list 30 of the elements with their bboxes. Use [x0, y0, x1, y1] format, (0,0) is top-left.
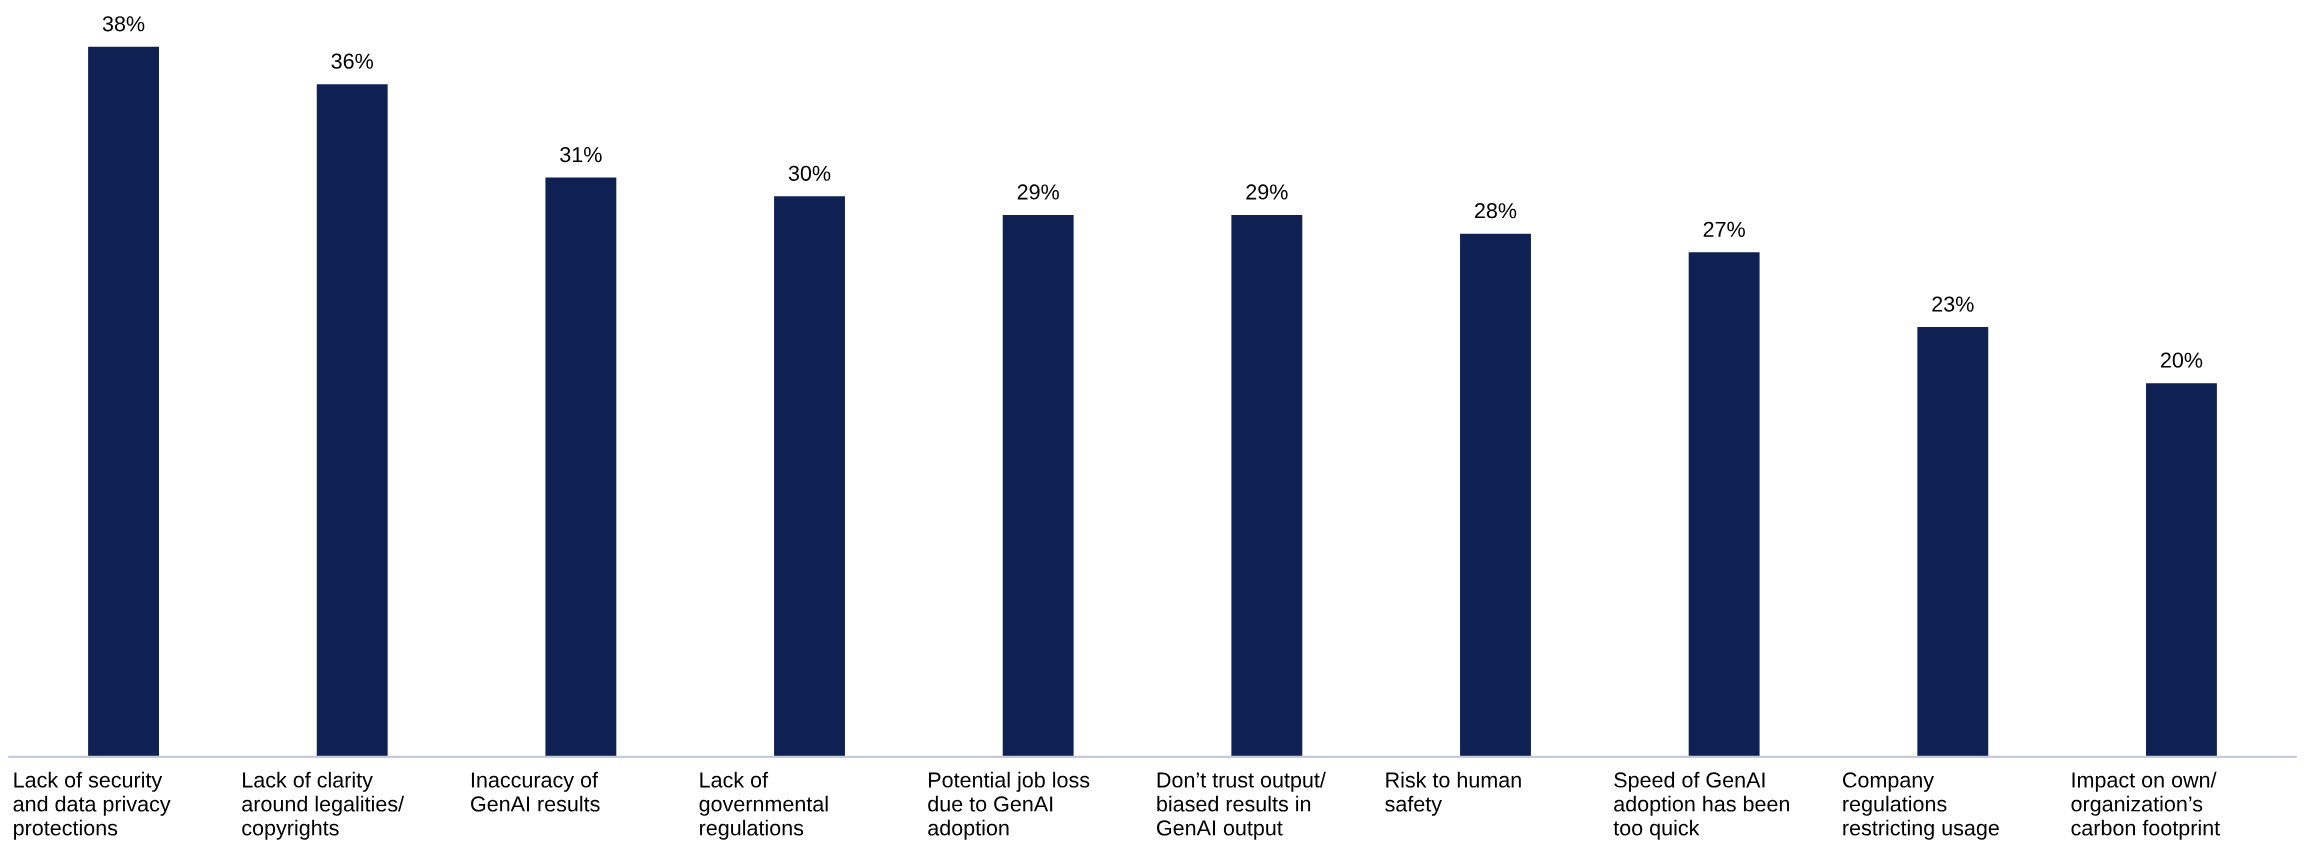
bar [1231, 214, 1303, 757]
data-label: 23% [1932, 296, 1974, 312]
x-tick-label: Lack of clarity around legalities/ copyrights [242, 771, 405, 840]
data-label: 27% [1703, 221, 1745, 237]
bar [2146, 383, 2217, 757]
bar [1917, 327, 1989, 757]
x-tick-label: Risk to human safety [1385, 771, 1521, 816]
data-label: 30% [788, 165, 831, 181]
x-tick-label: Inaccuracy of GenAI results [471, 771, 600, 812]
data-label: 28% [1475, 203, 1517, 219]
x-tick-label: Lack of security and data privacy protections [13, 771, 171, 840]
x-tick-label: Don’t trust output/ biased results in GenAI output [1157, 771, 1326, 840]
x-tick-label: Speed of GenAI adoption has been too quick [1613, 771, 1790, 840]
data-label: 29% [1017, 184, 1059, 200]
bar [1002, 214, 1074, 757]
bar [545, 177, 617, 757]
data-label: 38% [102, 16, 145, 32]
data-label: 36% [331, 53, 373, 69]
x-tick-label: Potential job loss due to GenAI adoption [928, 771, 1090, 840]
x-tick-label: Company regulations restricting usage [1842, 772, 1999, 840]
data-label: 29% [1246, 184, 1288, 200]
bar [1688, 252, 1760, 757]
data-label: 20% [2160, 352, 2203, 368]
data-label: 31% [560, 146, 602, 163]
bar [774, 196, 845, 757]
bar [316, 84, 388, 757]
bar [1460, 233, 1531, 757]
x-tick-label: Lack of governmental regulations [699, 771, 828, 840]
x-tick-label: Impact on own/ organization’s carbon footprint [2071, 771, 2220, 840]
bar [88, 46, 159, 757]
